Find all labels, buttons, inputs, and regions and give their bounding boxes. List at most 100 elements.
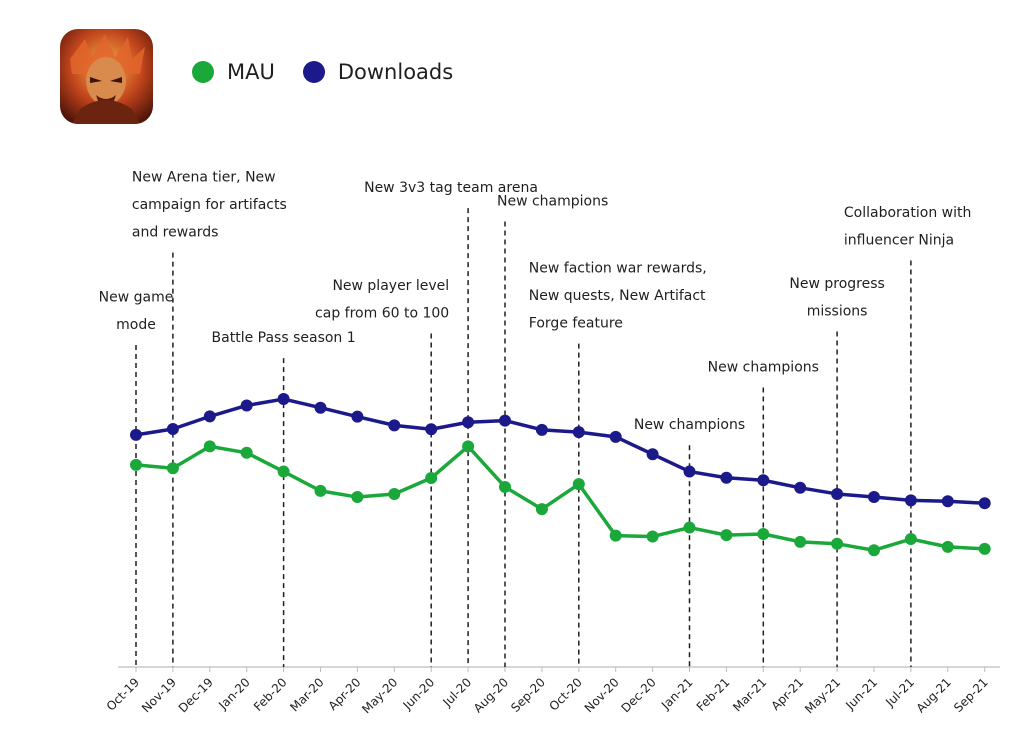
- event-annotation-label: Forge feature: [529, 316, 623, 332]
- x-tick-label: Apr-21: [768, 675, 806, 713]
- event-annotation-label: New game: [99, 290, 174, 306]
- downloads-series-line: [135, 397, 985, 505]
- mau-data-point: [572, 478, 585, 491]
- mau-data-point: [166, 462, 179, 475]
- event-annotation-label: and rewards: [132, 225, 219, 241]
- mau-data-point: [314, 484, 327, 497]
- x-tick-label: Jul-20: [440, 675, 475, 710]
- x-tick-label: Sep-21: [951, 675, 991, 715]
- legend: MAU Downloads: [192, 60, 481, 84]
- downloads-data-point: [978, 497, 991, 510]
- downloads-data-point: [646, 448, 659, 461]
- x-tick-label: Jul-21: [882, 675, 917, 710]
- event-annotation-label: influencer Ninja: [844, 232, 954, 248]
- mau-data-point: [203, 440, 216, 453]
- x-tick-label: Dec-19: [176, 675, 216, 715]
- mau-data-point: [351, 491, 364, 504]
- legend-item-downloads[interactable]: Downloads: [302, 60, 454, 84]
- mau-data-point: [978, 542, 991, 555]
- event-annotation-label: Collaboration with: [844, 205, 971, 221]
- mau-data-point: [535, 503, 548, 516]
- downloads-data-point: [683, 465, 696, 478]
- event-annotation-label: New quests, New Artifact: [529, 288, 706, 304]
- event-annotation-label: missions: [807, 304, 868, 320]
- mau-data-point: [646, 530, 659, 543]
- mau-data-point: [868, 544, 880, 557]
- downloads-data-point: [425, 423, 438, 436]
- mau-data-point: [130, 458, 142, 471]
- x-tick-label: Oct-20: [546, 675, 584, 713]
- event-annotation-label: mode: [116, 317, 156, 333]
- x-tick-label: Mar-21: [730, 675, 769, 714]
- mau-legend-label: MAU: [227, 60, 275, 84]
- mau-legend-marker: [192, 61, 214, 83]
- downloads-data-point: [868, 491, 880, 504]
- event-annotation-label: New champions: [497, 194, 608, 210]
- downloads-data-point: [831, 487, 844, 500]
- downloads-legend-label: Downloads: [337, 60, 454, 84]
- mau-data-point: [904, 533, 917, 546]
- event-annotation-label: New 3v3 tag team arena: [364, 180, 538, 196]
- x-tick-label: Jan-21: [658, 675, 696, 713]
- x-tick-label: Nov-19: [139, 675, 179, 715]
- downloads-data-point: [166, 423, 179, 435]
- mau-data-point: [462, 440, 475, 453]
- x-tick-label: Dec-20: [619, 675, 659, 715]
- mau-series-line: [135, 444, 985, 552]
- mau-data-point: [609, 529, 622, 542]
- event-annotation-label: Battle Pass season 1: [212, 330, 356, 346]
- downloads-data-point: [462, 416, 475, 429]
- x-tick-label: Aug-21: [914, 675, 954, 715]
- mau-data-point: [240, 446, 253, 459]
- event-annotation-label: cap from 60 to 100: [315, 306, 449, 322]
- mau-data-point: [425, 472, 438, 484]
- x-tick-label: Feb-20: [251, 675, 290, 714]
- event-annotation-label: New champions: [634, 417, 745, 433]
- x-tick-label: May-20: [359, 675, 400, 716]
- mau-data-point: [499, 480, 511, 493]
- x-tick-label: Jan-20: [215, 675, 253, 713]
- downloads-data-point: [535, 423, 548, 436]
- downloads-data-point: [388, 419, 401, 432]
- x-tick-label: Sep-20: [508, 675, 548, 715]
- downloads-data-point: [757, 474, 770, 487]
- event-annotation-label: New Arena tier, New: [132, 170, 276, 186]
- downloads-data-point: [499, 414, 511, 427]
- x-tick-label: Feb-21: [694, 675, 733, 714]
- x-tick-label: Aug-20: [471, 675, 511, 715]
- downloads-data-point: [240, 399, 253, 412]
- downloads-legend-marker: [302, 61, 325, 83]
- event-annotation-label: New progress: [789, 276, 884, 292]
- mau-data-point: [720, 529, 733, 542]
- game-character-icon: [60, 29, 153, 124]
- mau-data-point: [831, 537, 844, 550]
- event-annotation-label: New champions: [708, 360, 819, 376]
- x-tick-label: Mar-20: [287, 675, 326, 714]
- x-tick-label: Oct-19: [104, 675, 142, 713]
- downloads-data-point: [130, 428, 142, 441]
- event-annotation-label: campaign for artifacts: [132, 197, 287, 213]
- downloads-data-point: [277, 393, 290, 406]
- downloads-data-point: [904, 494, 917, 507]
- mau-data-point: [757, 528, 770, 540]
- x-tick-label: Apr-20: [326, 675, 364, 713]
- x-tick-label: Nov-20: [582, 675, 622, 715]
- downloads-data-point: [794, 481, 807, 494]
- mau-data-point: [794, 535, 807, 548]
- downloads-data-point: [609, 430, 622, 443]
- mau-data-point: [683, 521, 696, 534]
- mau-data-point: [941, 540, 954, 553]
- app-icon: [60, 29, 153, 124]
- legend-item-mau[interactable]: MAU: [192, 60, 275, 84]
- event-annotation-label: New player level: [332, 278, 449, 294]
- event-annotation-label: New faction war rewards,: [529, 261, 707, 277]
- mau-data-point: [277, 465, 290, 478]
- downloads-data-point: [203, 410, 216, 423]
- mau-data-point: [388, 487, 401, 500]
- x-tick-label: Jun-20: [400, 675, 438, 713]
- x-tick-label: Jun-21: [842, 675, 880, 713]
- downloads-data-point: [572, 426, 585, 439]
- downloads-data-point: [314, 401, 327, 414]
- downloads-data-point: [720, 471, 733, 484]
